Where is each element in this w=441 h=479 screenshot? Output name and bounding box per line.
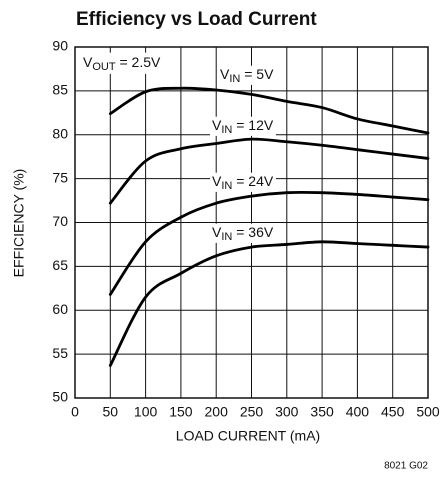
annotation-part: OUT: [92, 61, 116, 73]
series-label-part: V: [212, 173, 222, 189]
series-label-part: = 24V: [232, 173, 274, 189]
x-tick-label: 150: [169, 404, 193, 420]
x-tick-label: 450: [381, 404, 405, 420]
series-line: [108, 86, 430, 135]
annotation-part: V: [83, 54, 93, 70]
y-tick-label: 50: [52, 389, 68, 405]
x-tick-label: 50: [103, 404, 119, 420]
series-label-bg: [210, 116, 276, 136]
series-label-part: IN: [229, 73, 240, 85]
series-line: [108, 190, 430, 296]
plot-frame: [74, 46, 429, 399]
y-tick-label: 55: [52, 345, 68, 361]
series-label: VIN = 36V: [212, 224, 274, 243]
y-tick-label: 60: [52, 301, 68, 317]
annotation: VOUT = 2.5V: [83, 54, 161, 73]
series-label-part: IN: [221, 180, 232, 192]
x-tick-label: 500: [416, 404, 440, 420]
series-label-part: V: [212, 117, 222, 133]
x-tick-label: 250: [240, 404, 264, 420]
series-label-part: = 36V: [232, 224, 274, 240]
series-label-part: = 5V: [240, 66, 274, 82]
y-tick-label: 80: [52, 125, 68, 141]
annotation-bg: [80, 52, 164, 74]
series-label: VIN = 12V: [212, 117, 274, 136]
chart-title: Efficiency vs Load Current: [76, 9, 317, 30]
series-label-part: V: [220, 66, 230, 82]
series-label-part: IN: [221, 124, 232, 136]
series-line: [108, 240, 430, 367]
series-label-bg: [218, 65, 277, 85]
y-tick-label: 85: [52, 82, 68, 98]
y-tick-label: 75: [52, 169, 68, 185]
y-tick-label: 90: [52, 38, 68, 54]
series-label: VIN = 5V: [220, 66, 274, 85]
x-axis-label: LOAD CURRENT (mA): [176, 428, 320, 444]
footnote: 8021 G02: [384, 461, 428, 472]
x-tick-label: 400: [346, 404, 370, 420]
x-tick-label: 0: [71, 404, 79, 420]
series-label-part: V: [212, 224, 222, 240]
series-line: [108, 137, 430, 205]
y-tick-label: 70: [52, 213, 68, 229]
x-tick-label: 100: [134, 404, 158, 420]
series-label-bg: [210, 223, 276, 243]
y-tick-label: 65: [52, 257, 68, 273]
series-label-part: = 12V: [232, 117, 274, 133]
x-tick-label: 200: [205, 404, 229, 420]
y-axis-label: EFFICIENCY (%): [11, 169, 27, 278]
series-label-bg: [210, 172, 276, 192]
series-label-part: IN: [221, 231, 232, 243]
annotation-part: = 2.5V: [116, 54, 161, 70]
x-tick-label: 300: [275, 404, 299, 420]
series-label: VIN = 24V: [212, 173, 274, 192]
x-tick-label: 350: [310, 404, 334, 420]
